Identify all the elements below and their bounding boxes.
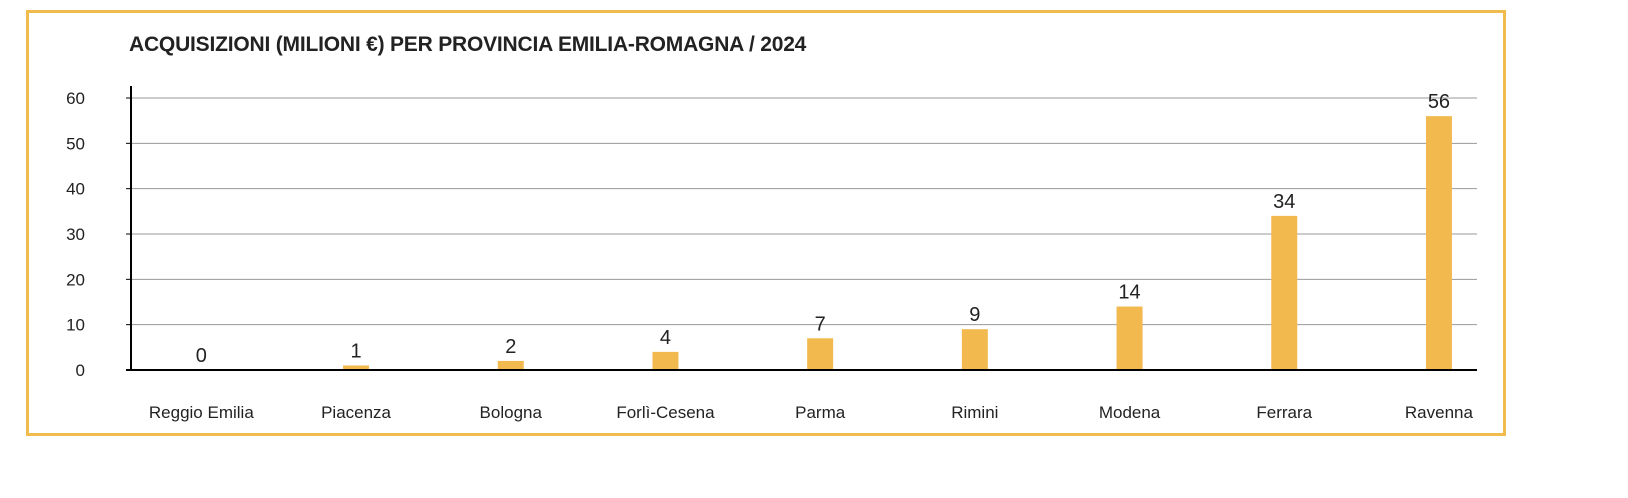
category-label: Bologna: [480, 403, 543, 422]
data-label: 4: [660, 327, 671, 349]
bar: [343, 365, 370, 370]
bar: [1116, 306, 1143, 370]
data-label: 14: [1118, 282, 1140, 304]
data-label: 34: [1273, 191, 1295, 213]
chart-title: ACQUISIZIONI (MILIONI €) PER PROVINCIA E…: [129, 33, 807, 56]
y-tick-label: 30: [66, 225, 85, 244]
chart-frame: ACQUISIZIONI (MILIONI €) PER PROVINCIA E…: [26, 10, 1506, 436]
category-label: Ferrara: [1256, 403, 1312, 422]
data-label: 56: [1428, 91, 1450, 113]
y-tick-label: 10: [66, 316, 85, 335]
y-tick-label: 60: [66, 89, 85, 108]
category-label: Piacenza: [321, 403, 391, 422]
y-tick-label: 20: [66, 270, 85, 289]
category-label: Reggio Emilia: [149, 403, 254, 422]
data-label: 9: [969, 304, 980, 326]
y-tick-label: 0: [76, 361, 85, 380]
y-tick-label: 50: [66, 134, 85, 153]
category-label: Rimini: [951, 403, 998, 422]
bar: [652, 351, 679, 370]
category-label: Parma: [795, 403, 846, 422]
data-label: 1: [350, 340, 361, 362]
bar: [1425, 116, 1452, 370]
y-tick-label: 40: [66, 180, 85, 199]
bar: [497, 360, 524, 370]
bar: [1271, 215, 1298, 370]
data-label: 2: [505, 336, 516, 358]
data-label: 7: [815, 313, 826, 335]
category-label: Ravenna: [1405, 403, 1474, 422]
bar: [961, 329, 988, 370]
data-label: 0: [196, 345, 207, 367]
bar: [807, 338, 834, 370]
category-label: Forlì-Cesena: [616, 403, 715, 422]
category-label: Modena: [1099, 403, 1161, 422]
